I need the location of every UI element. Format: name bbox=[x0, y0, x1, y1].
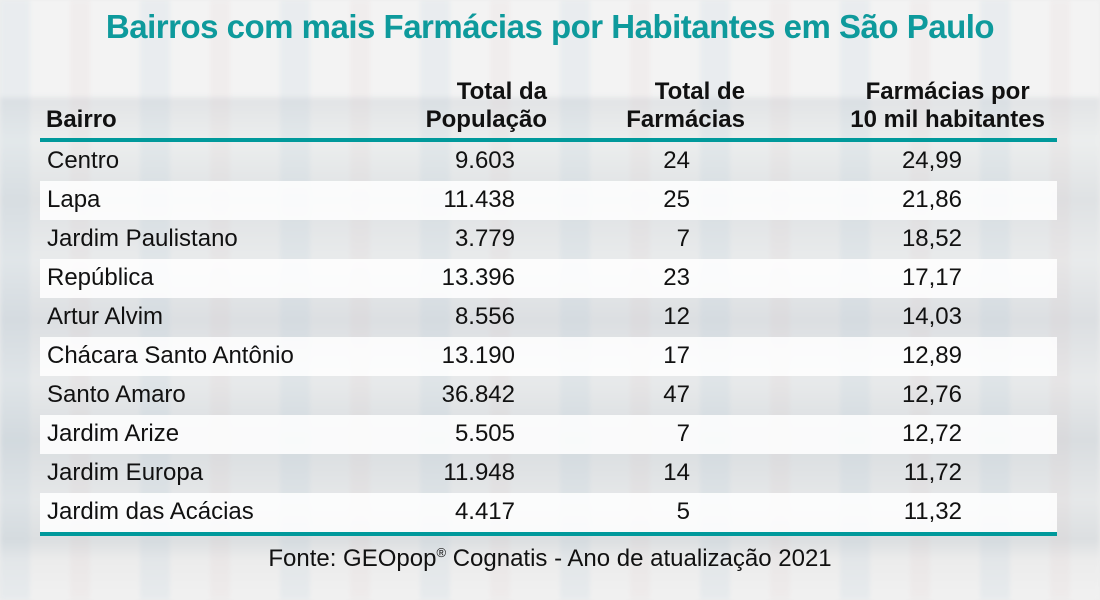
registered-mark: ® bbox=[436, 545, 447, 560]
header-line: Total de bbox=[654, 78, 745, 105]
cell-farmacias-por-10mil: 17,17 bbox=[901, 264, 962, 291]
cell-bairro: Jardim Paulistano bbox=[47, 225, 238, 252]
table-body: Centro 9.603 24 24,99 Lapa 11.438 25 21,86 Jardi… bbox=[40, 142, 1057, 532]
cell-farmacias-por-10mil: 14,03 bbox=[901, 303, 962, 330]
table-header: Bairro Total da População Total de Farmáci… bbox=[40, 70, 1057, 142]
table-row: Santo Amaro 36.842 47 12,76 bbox=[40, 376, 1057, 415]
table-row: Chácara Santo Antônio 13.190 17 12,89 bbox=[40, 337, 1057, 376]
cell-populacao: 9.603 bbox=[454, 147, 515, 174]
cell-farmacias-por-10mil: 21,86 bbox=[901, 186, 962, 213]
cell-farmacias: 23 bbox=[663, 264, 690, 291]
cell-farmacias-por-10mil: 12,72 bbox=[901, 420, 962, 447]
table-row: Jardim das Acácias 4.417 5 11,32 bbox=[40, 493, 1057, 532]
cell-bairro: Centro bbox=[47, 147, 120, 174]
cell-bairro: República bbox=[47, 264, 154, 291]
cell-bairro: Artur Alvim bbox=[47, 303, 164, 330]
header-line: Farmácias bbox=[626, 106, 745, 133]
cell-farmacias-por-10mil: 12,89 bbox=[901, 342, 962, 369]
bottom-rule bbox=[40, 532, 1057, 536]
cell-bairro: Santo Amaro bbox=[47, 381, 186, 408]
cell-populacao: 4.417 bbox=[454, 498, 515, 525]
cell-bairro: Jardim Arize bbox=[47, 420, 180, 447]
cell-farmacias: 14 bbox=[663, 459, 690, 486]
header-line: Bairro bbox=[46, 106, 117, 133]
cell-farmacias-por-10mil: 11,32 bbox=[903, 498, 962, 525]
source-prefix: Fonte: GEOpop bbox=[268, 545, 437, 572]
cell-farmacias-por-10mil: 12,76 bbox=[901, 381, 962, 408]
cell-bairro: Jardim Europa bbox=[47, 459, 204, 486]
table-row: Jardim Europa 11.948 14 11,72 bbox=[40, 454, 1057, 493]
header-populacao: Total da População bbox=[426, 78, 547, 134]
cell-populacao: 11.948 bbox=[443, 459, 515, 486]
source-suffix: Cognatis - Ano de atualização 2021 bbox=[446, 545, 832, 572]
table-row: Artur Alvim 8.556 12 14,03 bbox=[40, 298, 1057, 337]
chart-title: Bairros com mais Farmácias por Habitante… bbox=[105, 8, 995, 45]
header-line: Total da bbox=[456, 78, 547, 105]
cell-farmacias: 25 bbox=[663, 186, 690, 213]
table-row: Centro 9.603 24 24,99 bbox=[40, 142, 1057, 181]
cell-populacao: 3.779 bbox=[454, 225, 515, 252]
header-line: Farmácias por bbox=[865, 78, 1030, 105]
cell-populacao: 5.505 bbox=[454, 420, 515, 447]
table-row: Jardim Arize 5.505 7 12,72 bbox=[40, 415, 1057, 454]
cell-populacao: 13.396 bbox=[441, 264, 515, 291]
header-line: População bbox=[425, 106, 547, 133]
header-farmacias: Total de Farmácias bbox=[626, 78, 745, 134]
header-bairro: Bairro bbox=[46, 106, 117, 134]
cell-farmacias: 47 bbox=[663, 381, 690, 408]
cell-farmacias-por-10mil: 11,72 bbox=[903, 459, 962, 486]
cell-farmacias: 5 bbox=[676, 498, 690, 525]
header-line: 10 mil habitantes bbox=[850, 106, 1045, 133]
cell-farmacias-por-10mil: 18,52 bbox=[901, 225, 962, 252]
cell-populacao: 36.842 bbox=[441, 381, 515, 408]
cell-farmacias: 17 bbox=[663, 342, 690, 369]
cell-populacao: 11.438 bbox=[443, 186, 515, 213]
cell-bairro: Lapa bbox=[47, 186, 101, 213]
cell-farmacias: 7 bbox=[676, 420, 690, 447]
cell-farmacias: 12 bbox=[663, 303, 690, 330]
cell-populacao: 13.190 bbox=[441, 342, 515, 369]
table-row: Jardim Paulistano 3.779 7 18,52 bbox=[40, 220, 1057, 259]
cell-bairro: Jardim das Acácias bbox=[47, 498, 254, 525]
cell-populacao: 8.556 bbox=[454, 303, 515, 330]
source-note: Fonte: GEOpop® Cognatis - Ano de atualiz… bbox=[0, 545, 1100, 573]
cell-farmacias: 7 bbox=[676, 225, 690, 252]
cell-farmacias: 24 bbox=[663, 147, 690, 174]
cell-bairro: Chácara Santo Antônio bbox=[47, 342, 294, 369]
table-row: República 13.396 23 17,17 bbox=[40, 259, 1057, 298]
data-table: Bairro Total da População Total de Farmáci… bbox=[40, 70, 1057, 536]
cell-farmacias-por-10mil: 24,99 bbox=[901, 147, 962, 174]
table-row: Lapa 11.438 25 21,86 bbox=[40, 181, 1057, 220]
header-farmacias-por-10mil: Farmácias por 10 mil habitantes bbox=[850, 78, 1045, 134]
